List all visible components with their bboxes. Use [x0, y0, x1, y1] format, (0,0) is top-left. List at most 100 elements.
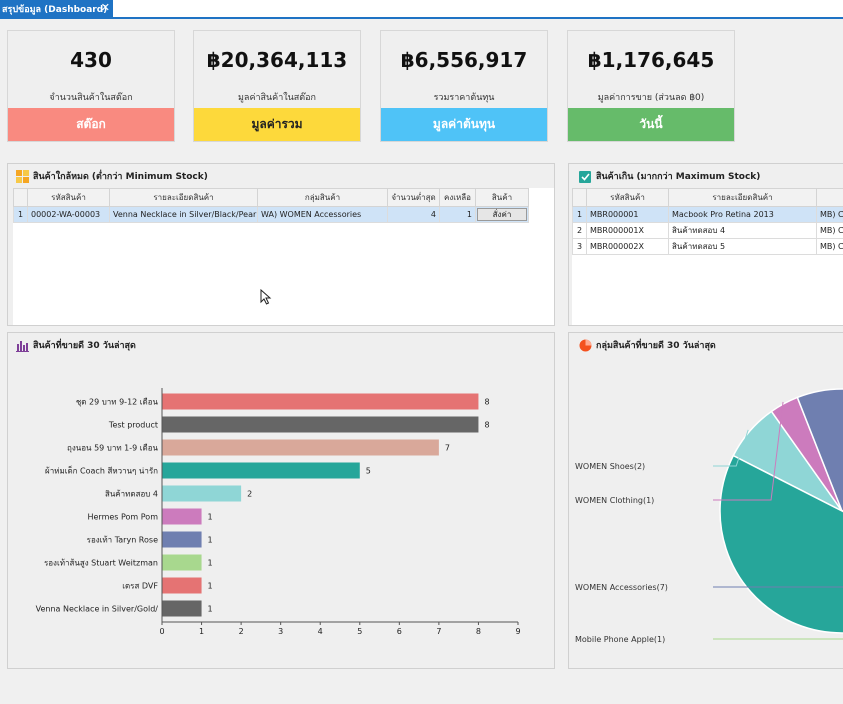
- col-group[interactable]: [816, 188, 843, 207]
- col-desc[interactable]: รายละเอียดสินค้า: [109, 188, 258, 207]
- pie-label: Mobile Phone Apple(1): [575, 635, 665, 644]
- category-label: สินค้าทดสอบ 4: [105, 490, 158, 499]
- table-row[interactable]: 2 MBR000001X สินค้าทดสอบ 4 MB) Co: [572, 222, 843, 239]
- tab-dashboard-label: สรุปข้อมูล (Dashboard): [2, 4, 108, 15]
- group-sales-title-text: กลุ่มสินค้าที่ขายดี 30 วันล่าสุด: [596, 341, 716, 351]
- category-label: Hermes Pom Pom: [87, 513, 158, 522]
- card-stock-button[interactable]: สต๊อก: [8, 108, 174, 141]
- bar: [162, 393, 479, 410]
- top-sales-bar-chart: ชุด 29 บาท 9-12 เดือน 8 Test product 8 ถุงนอ…: [36, 388, 521, 636]
- card-value: ฿1,176,645: [587, 48, 715, 72]
- x-tick-label: 0: [159, 627, 164, 636]
- data-label: 5: [366, 467, 371, 476]
- tab-bar: สรุปข้อมูล (Dashboard) ✕: [0, 0, 843, 19]
- category-label: ถุงนอน 59 บาท 1-9 เดือน: [67, 444, 158, 453]
- top-sales-panel: สินค้าที่ขายดี 30 วันล่าสุด ชุด 29 บาท 9…: [7, 332, 555, 669]
- top-sales-title: สินค้าที่ขายดี 30 วันล่าสุด: [16, 337, 136, 353]
- table-header: รหัสสินค้า รายละเอียดสินค้า: [572, 188, 843, 207]
- x-tick-label: 5: [357, 627, 362, 636]
- min-stock-title: สินค้าใกล้หมด (ต่ำกว่า Minimum Stock): [16, 168, 208, 184]
- checkbox-icon: [579, 170, 592, 183]
- row-no: 1: [13, 206, 28, 223]
- row-code: 00002-WA-00003: [27, 206, 110, 223]
- max-stock-panel: สินค้าเกิน (มากกว่า Maximum Stock) รหัสส…: [568, 163, 843, 326]
- row-desc: Macbook Pro Retina 2013: [668, 206, 817, 223]
- min-stock-title-text: สินค้าใกล้หมด (ต่ำกว่า Minimum Stock): [33, 172, 208, 182]
- row-no: 1: [572, 206, 587, 223]
- bar: [162, 439, 439, 456]
- pie-label: WOMEN Clothing(1): [575, 496, 654, 505]
- col-min[interactable]: จำนวนต่ำสุด: [387, 188, 440, 207]
- card-value: ฿20,364,113: [206, 48, 348, 72]
- group-sales-pie-chart: WOMEN Shoes(2) WOMEN Clothing(1) WOMEN Acc…: [575, 388, 843, 644]
- card-label: มูลค่าสินค้าในสต๊อก: [238, 93, 316, 103]
- max-stock-title: สินค้าเกิน (มากกว่า Maximum Stock): [579, 168, 760, 184]
- group-sales-title: กลุ่มสินค้าที่ขายดี 30 วันล่าสุด: [579, 337, 716, 353]
- min-stock-table: รหัสสินค้า รายละเอียดสินค้า กลุ่มสินค้า …: [13, 188, 529, 223]
- data-label: 1: [208, 513, 213, 522]
- category-label: Test product: [108, 421, 158, 430]
- card-total-value-button[interactable]: มูลค่ารวม: [194, 108, 360, 141]
- data-label: 1: [208, 605, 213, 614]
- mouse-cursor-icon: [260, 289, 272, 305]
- pie-chart-icon: [579, 339, 592, 352]
- max-stock-table: รหัสสินค้า รายละเอียดสินค้า 1 MBR000001 …: [572, 188, 843, 255]
- table-row[interactable]: 1 00002-WA-00003 Venna Necklace in Silve…: [13, 206, 529, 223]
- pie-leader-line: [713, 429, 749, 467]
- close-icon[interactable]: ✕: [100, 1, 110, 14]
- row-group: MB) Co: [816, 222, 843, 239]
- grid-icon: [16, 169, 29, 183]
- table-row[interactable]: 3 MBR000002X สินค้าทดสอบ 5 MB) Co: [572, 238, 843, 255]
- bar: [162, 462, 360, 479]
- card-label: จำนวนสินค้าในสต๊อก: [49, 93, 133, 103]
- row-remain: 1: [439, 206, 476, 223]
- data-label: 8: [484, 421, 489, 430]
- order-button[interactable]: สั่งค่า: [477, 208, 527, 221]
- x-tick-label: 3: [278, 627, 283, 636]
- max-stock-title-text: สินค้าเกิน (มากกว่า Maximum Stock): [596, 172, 761, 182]
- col-group[interactable]: กลุ่มสินค้า: [257, 188, 388, 207]
- card-cost-button[interactable]: มูลค่าต้นทุน: [381, 108, 547, 141]
- category-label: Venna Necklace in Silver/Gold/: [36, 605, 159, 614]
- x-tick-label: 6: [397, 627, 402, 636]
- x-tick-label: 4: [318, 627, 323, 636]
- row-desc: สินค้าทดสอบ 5: [668, 238, 817, 255]
- row-desc: Venna Necklace in Silver/Black/Pearl: [109, 206, 258, 223]
- min-stock-panel: สินค้าใกล้หมด (ต่ำกว่า Minimum Stock) รห…: [7, 163, 555, 326]
- bar-chart-icon: [16, 339, 29, 352]
- top-sales-title-text: สินค้าที่ขายดี 30 วันล่าสุด: [33, 341, 136, 351]
- card-stock-count: 430 จำนวนสินค้าในสต๊อก สต๊อก: [7, 30, 175, 142]
- card-stock-value: ฿20,364,113 มูลค่าสินค้าในสต๊อก มูลค่ารว…: [193, 30, 361, 142]
- row-code: MBR000001: [586, 206, 669, 223]
- col-code[interactable]: รหัสสินค้า: [586, 188, 669, 207]
- group-sales-panel: กลุ่มสินค้าที่ขายดี 30 วันล่าสุด WOMEN S…: [568, 332, 843, 669]
- data-label: 7: [445, 444, 450, 453]
- bar: [162, 554, 202, 571]
- pie-label: WOMEN Accessories(7): [575, 583, 668, 592]
- row-group: WA) WOMEN Accessories: [257, 206, 388, 223]
- pie-label: WOMEN Shoes(2): [575, 462, 645, 471]
- col-no: [572, 188, 587, 207]
- x-tick-label: 1: [199, 627, 204, 636]
- bar: [162, 485, 242, 502]
- data-label: 1: [208, 582, 213, 591]
- row-no: 3: [572, 238, 587, 255]
- table-row[interactable]: 1 MBR000001 Macbook Pro Retina 2013 MB) …: [572, 206, 843, 223]
- bar: [162, 600, 202, 617]
- data-label: 8: [484, 398, 489, 407]
- data-label: 2: [247, 490, 252, 499]
- col-desc[interactable]: รายละเอียดสินค้า: [668, 188, 817, 207]
- col-action[interactable]: สินค้า: [475, 188, 529, 207]
- col-code[interactable]: รหัสสินค้า: [27, 188, 110, 207]
- category-label: รองเท้า Taryn Rose: [87, 536, 158, 545]
- pie-leader-line: [713, 638, 843, 640]
- category-label: รองเท้าส้นสูง Stuart Weitzman: [44, 559, 158, 569]
- col-remain[interactable]: คงเหลือ: [439, 188, 476, 207]
- category-label: ผ้าห่มเด็ก Coach สีหวานๆ น่ารัก: [45, 466, 158, 476]
- row-desc: สินค้าทดสอบ 4: [668, 222, 817, 239]
- bar: [162, 531, 202, 548]
- tab-dashboard[interactable]: สรุปข้อมูล (Dashboard) ✕: [0, 0, 113, 17]
- card-today-button[interactable]: วันนี้: [568, 108, 734, 141]
- bar: [162, 577, 202, 594]
- x-tick-label: 7: [436, 627, 441, 636]
